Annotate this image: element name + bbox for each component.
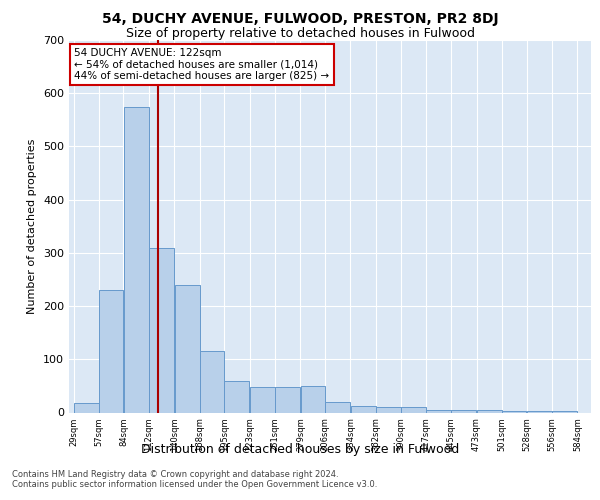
- Bar: [451, 410, 476, 412]
- Bar: [350, 406, 376, 412]
- Bar: [200, 352, 224, 412]
- Bar: [99, 290, 123, 412]
- Bar: [175, 285, 199, 412]
- Y-axis label: Number of detached properties: Number of detached properties: [28, 138, 37, 314]
- Text: 54, DUCHY AVENUE, FULWOOD, PRESTON, PR2 8DJ: 54, DUCHY AVENUE, FULWOOD, PRESTON, PR2 …: [101, 12, 499, 26]
- Bar: [124, 106, 149, 412]
- Bar: [74, 403, 99, 412]
- Bar: [301, 386, 325, 412]
- Bar: [275, 387, 300, 412]
- Bar: [477, 410, 502, 412]
- Bar: [527, 411, 552, 412]
- Bar: [502, 411, 526, 412]
- Bar: [325, 402, 350, 412]
- Bar: [224, 380, 250, 412]
- Bar: [401, 407, 425, 412]
- Bar: [149, 248, 174, 412]
- Text: Contains HM Land Registry data © Crown copyright and database right 2024.
Contai: Contains HM Land Registry data © Crown c…: [12, 470, 377, 490]
- Bar: [250, 387, 275, 412]
- Text: Size of property relative to detached houses in Fulwood: Size of property relative to detached ho…: [125, 28, 475, 40]
- Text: Distribution of detached houses by size in Fulwood: Distribution of detached houses by size …: [141, 442, 459, 456]
- Bar: [376, 407, 401, 412]
- Bar: [552, 411, 577, 412]
- Text: 54 DUCHY AVENUE: 122sqm
← 54% of detached houses are smaller (1,014)
44% of semi: 54 DUCHY AVENUE: 122sqm ← 54% of detache…: [74, 48, 329, 81]
- Bar: [426, 410, 451, 412]
